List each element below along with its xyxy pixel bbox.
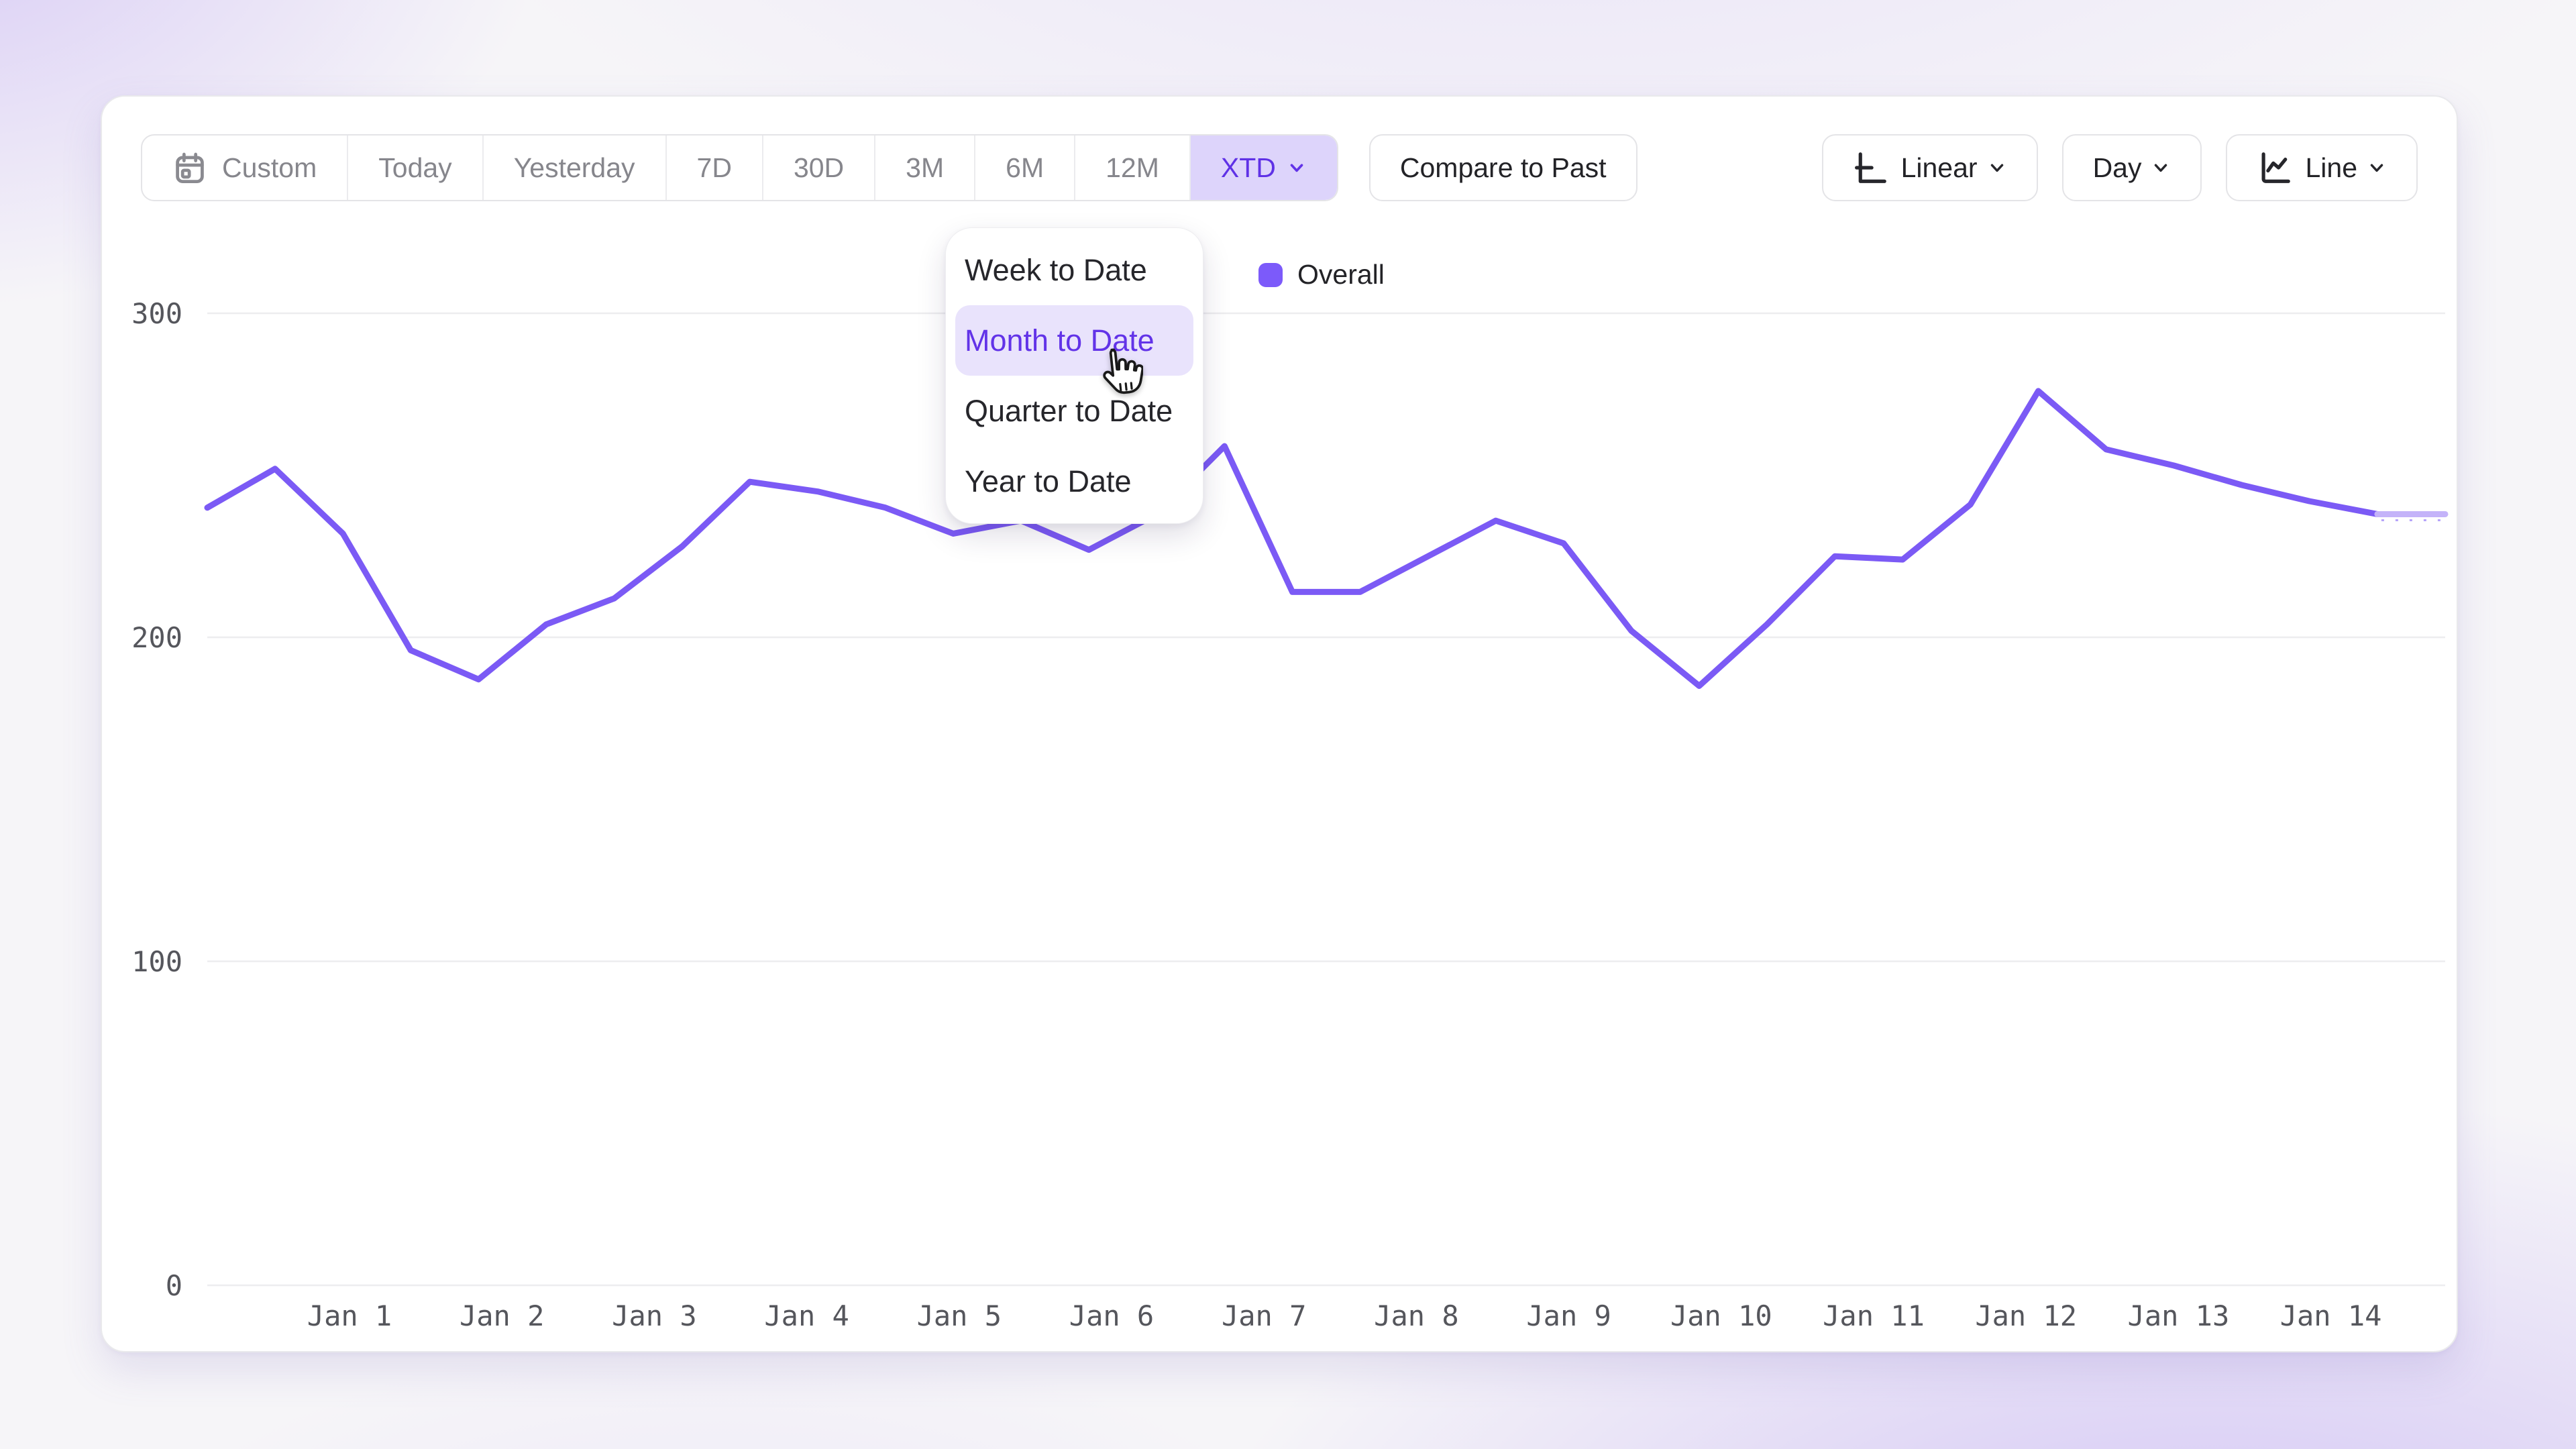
menu-item-year-to-date[interactable]: Year to Date xyxy=(965,464,1132,498)
range-button-label: Custom xyxy=(222,152,317,183)
range-button-label: 3M xyxy=(906,152,945,183)
chevron-down-icon xyxy=(1290,164,1303,172)
legend-label-overall: Overall xyxy=(1297,259,1385,290)
chart-type-dropdown-label: Line xyxy=(2305,152,2357,183)
chevron-down-icon xyxy=(2370,164,2383,172)
chart-legend: Overall xyxy=(1258,259,1385,290)
range-button-label: 6M xyxy=(1006,152,1044,183)
range-button-label: 7D xyxy=(696,152,732,183)
range-button-7d[interactable]: 7D xyxy=(665,136,762,200)
calendar-icon xyxy=(176,152,204,183)
compare-to-past-button[interactable]: Compare to Past xyxy=(1368,134,1638,201)
chart-toolbar: Custom Today Yesterday 7D 30D 3M 6M 12M XTD Comp… xyxy=(141,134,2418,201)
x-axis-tick-label: Jan 8 xyxy=(1374,1299,1458,1332)
chevron-down-icon xyxy=(1990,164,2003,172)
x-axis-tick-label: Jan 5 xyxy=(917,1299,1002,1332)
x-axis-tick-label: Jan 7 xyxy=(1222,1299,1306,1332)
range-button-3m[interactable]: 3M xyxy=(874,136,974,200)
x-axis-tick-label: Jan 3 xyxy=(612,1299,696,1332)
series-line-overall xyxy=(204,388,2381,689)
y-axis-tick-label: 100 xyxy=(131,945,182,978)
x-axis-tick-label: Jan 10 xyxy=(1670,1299,1772,1332)
interval-dropdown-button[interactable]: Day xyxy=(2061,134,2202,201)
y-axis-tick-label: 300 xyxy=(131,297,182,330)
x-axis-tick-label: Jan 13 xyxy=(2128,1299,2230,1332)
x-axis-tick-label: Jan 6 xyxy=(1069,1299,1154,1332)
linear-scale-icon xyxy=(1854,152,1886,183)
range-button-label: XTD xyxy=(1220,152,1276,183)
chevron-down-icon xyxy=(2155,164,2167,172)
date-range-segmented-control: Custom Today Yesterday 7D 30D 3M 6M 12M XTD xyxy=(141,134,1338,201)
scale-dropdown-label: Linear xyxy=(1900,152,1978,183)
chart-type-dropdown-button[interactable]: Line xyxy=(2226,134,2418,201)
legend-swatch-overall xyxy=(1258,262,1283,287)
range-button-label: Today xyxy=(378,152,452,183)
y-axis-tick-label: 0 xyxy=(166,1269,182,1302)
x-axis-tick-label: Jan 1 xyxy=(307,1299,392,1332)
hand-pointer-cursor xyxy=(1103,348,1143,394)
menu-item-month-to-date[interactable]: Month to Date xyxy=(955,305,1193,376)
range-button-today[interactable]: Today xyxy=(347,136,482,200)
menu-item-week-to-date[interactable]: Week to Date xyxy=(965,252,1147,287)
toolbar-right-group: Linear Day Line xyxy=(1821,134,2418,201)
x-axis-tick-label: Jan 9 xyxy=(1526,1299,1611,1332)
interval-dropdown-label: Day xyxy=(2092,152,2142,183)
range-button-xtd[interactable]: XTD xyxy=(1189,136,1337,200)
scale-dropdown-button[interactable]: Linear xyxy=(1821,134,2038,201)
menu-item-quarter-to-date[interactable]: Quarter to Date xyxy=(965,393,1173,428)
date-range-dropdown-menu: Week to Date Month to Date Quarter to Date… xyxy=(945,227,1203,524)
line-chart-icon xyxy=(2262,152,2291,183)
x-axis-tick-label: Jan 12 xyxy=(1975,1299,2077,1332)
insight-card: Custom Today Yesterday 7D 30D 3M 6M 12M XTD Comp… xyxy=(101,95,2458,1352)
toolbar-left-group: Custom Today Yesterday 7D 30D 3M 6M 12M XTD Comp… xyxy=(141,134,1638,201)
range-button-yesterday[interactable]: Yesterday xyxy=(482,136,665,200)
range-button-label: Yesterday xyxy=(513,152,635,183)
range-button-30d[interactable]: 30D xyxy=(761,136,874,200)
range-button-6m[interactable]: 6M xyxy=(974,136,1074,200)
x-axis-tick-label: Jan 11 xyxy=(1823,1299,1925,1332)
x-axis-tick-label: Jan 14 xyxy=(2280,1299,2382,1332)
x-axis-tick-label: Jan 4 xyxy=(764,1299,849,1332)
x-axis-tick-label: Jan 2 xyxy=(460,1299,544,1332)
range-button-label: 30D xyxy=(793,152,845,183)
line-chart: 0 100 200 300 Jan 1 Jan 2 Jan 3 Jan 4 Jan 5 Jan 6… xyxy=(131,297,2449,1332)
range-button-custom[interactable]: Custom xyxy=(142,136,347,200)
range-button-12m[interactable]: 12M xyxy=(1074,136,1189,200)
range-button-label: 12M xyxy=(1106,152,1159,183)
y-axis-tick-label: 200 xyxy=(131,621,182,654)
